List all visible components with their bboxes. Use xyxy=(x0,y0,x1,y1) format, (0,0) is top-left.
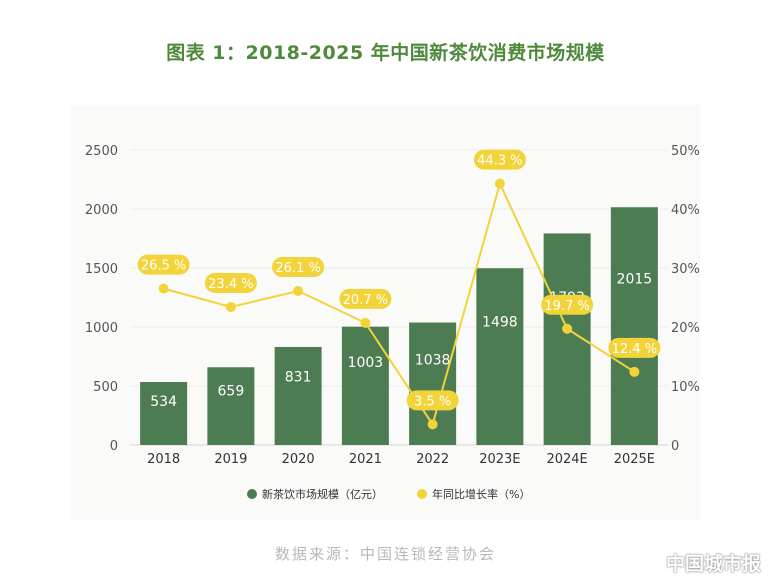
y-left-tick-label: 1000 xyxy=(85,321,118,336)
growth-point xyxy=(293,286,304,297)
growth-label-pill xyxy=(406,390,459,411)
data-source: 数据来源：中国连锁经营协会 xyxy=(274,545,496,563)
x-tick-label: 2025E xyxy=(614,452,655,467)
legend-bar-label: 新茶饮市场规模（亿元） xyxy=(262,487,383,501)
x-tick-label: 2018 xyxy=(147,452,180,467)
bar-value-label: 1498 xyxy=(482,314,518,330)
bar-value-label: 831 xyxy=(285,369,312,385)
growth-label-pill xyxy=(272,257,325,278)
bar xyxy=(274,346,322,445)
legend-line-marker xyxy=(417,489,427,499)
bar-value-label: 1038 xyxy=(415,352,451,368)
growth-label-pill xyxy=(204,272,257,293)
bar-value-label: 2015 xyxy=(617,272,653,288)
x-tick-label: 2019 xyxy=(214,452,247,467)
y-right-tick-label: 40% xyxy=(671,203,700,218)
growth-label: 23.4 % xyxy=(208,277,253,292)
watermark: 中国城市报 xyxy=(665,553,761,575)
bar-value-label: 659 xyxy=(218,384,245,400)
growth-label: 19.7 % xyxy=(544,299,589,314)
y-right-tick-label: 10% xyxy=(671,380,700,395)
growth-label-pill xyxy=(608,337,661,358)
growth-point xyxy=(562,323,573,334)
growth-point xyxy=(158,283,169,294)
legend-bar-marker xyxy=(247,489,257,499)
bar xyxy=(341,326,389,445)
growth-label: 26.1 % xyxy=(275,261,320,276)
bar xyxy=(140,381,188,445)
x-tick-label: 2020 xyxy=(282,452,315,467)
growth-label: 3.5 % xyxy=(414,394,451,409)
y-left-tick-label: 2000 xyxy=(85,203,118,218)
growth-point xyxy=(494,178,505,189)
legend-line-label: 年同比增长率（%） xyxy=(432,487,530,501)
growth-point xyxy=(629,366,640,377)
x-tick-label: 2021 xyxy=(349,452,382,467)
growth-label: 20.7 % xyxy=(343,293,388,308)
x-tick-label: 2023E xyxy=(479,452,520,467)
growth-label-pill xyxy=(541,294,594,315)
y-right-tick-label: 30% xyxy=(671,262,700,277)
bar-value-label: 1003 xyxy=(348,355,384,371)
y-left-tick-label: 0 xyxy=(110,439,118,454)
bar xyxy=(207,367,255,445)
chart-title: 图表 1：2018-2025 年中国新茶饮消费市场规模 xyxy=(166,42,605,64)
growth-label: 26.5 % xyxy=(141,259,186,274)
y-right-tick-label: 0 xyxy=(671,439,679,454)
growth-label: 12.4 % xyxy=(612,342,657,357)
y-right-tick-label: 20% xyxy=(671,321,700,336)
bar xyxy=(610,207,658,445)
y-right-tick-label: 50% xyxy=(671,144,700,159)
y-left-tick-label: 1500 xyxy=(85,262,118,277)
y-left-tick-label: 500 xyxy=(93,380,118,395)
x-tick-label: 2022 xyxy=(416,452,449,467)
bar xyxy=(476,268,524,445)
growth-label-pill xyxy=(473,149,526,170)
chart-panel xyxy=(70,105,700,520)
y-left-tick-label: 2500 xyxy=(85,144,118,159)
growth-point xyxy=(360,317,371,328)
growth-point xyxy=(225,301,236,312)
bar-value-label: 534 xyxy=(150,394,177,410)
growth-label: 44.3 % xyxy=(477,154,522,169)
growth-label-pill xyxy=(339,288,392,309)
x-tick-label: 2024E xyxy=(546,452,587,467)
growth-label-pill xyxy=(137,254,190,275)
growth-point xyxy=(427,419,438,430)
